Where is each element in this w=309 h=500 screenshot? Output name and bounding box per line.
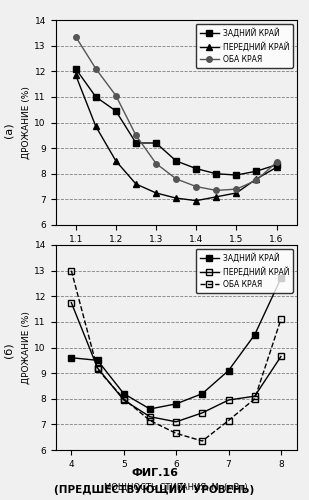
X-axis label: МОЩНОСТЬ СТИРАНИЯ, М  (мВт): МОЩНОСТЬ СТИРАНИЯ, М (мВт) — [104, 483, 248, 492]
ЗАДНИЙ КРАЙ — [148, 406, 152, 412]
Line: ОБА КРАЯ: ОБА КРАЯ — [69, 268, 284, 444]
Text: ФИГ.16: ФИГ.16 — [131, 468, 178, 477]
ОБА КРАЯ — [201, 438, 204, 444]
Line: ЗАДНИЙ КРАЙ: ЗАДНИЙ КРАЙ — [69, 276, 284, 412]
Text: (б): (б) — [3, 342, 13, 358]
ОБА КРАЯ — [214, 188, 218, 194]
ПЕРЕДНИЙ КРАЙ — [148, 414, 152, 420]
Y-axis label: ДРОЖАНИЕ (%): ДРОЖАНИЕ (%) — [21, 86, 30, 159]
ПЕРЕДНИЙ КРАЙ — [122, 397, 125, 403]
ПЕРЕДНИЙ КРАЙ — [214, 194, 218, 200]
ПЕРЕДНИЙ КРАЙ — [201, 410, 204, 416]
ОБА КРАЯ — [70, 268, 73, 274]
ПЕРЕДНИЙ КРАЙ — [70, 300, 73, 306]
ПЕРЕДНИЙ КРАЙ — [94, 124, 98, 130]
ЗАДНИЙ КРАЙ — [227, 368, 231, 374]
ОБА КРАЯ — [255, 177, 258, 183]
ЗАДНИЙ КРАЙ — [253, 332, 256, 338]
ПЕРЕДНИЙ КРАЙ — [134, 181, 138, 187]
ОБА КРАЯ — [114, 92, 118, 98]
ОБА КРАЯ — [275, 159, 278, 165]
ПЕРЕДНИЙ КРАЙ — [235, 190, 238, 196]
ПЕРЕДНИЙ КРАЙ — [279, 354, 283, 360]
Line: ПЕРЕДНИЙ КРАЙ: ПЕРЕДНИЙ КРАЙ — [73, 72, 279, 204]
Line: ПЕРЕДНИЙ КРАЙ: ПЕРЕДНИЙ КРАЙ — [69, 300, 284, 424]
ЗАДНИЙ КРАЙ — [70, 355, 73, 361]
ЗАДНИЙ КРАЙ — [94, 94, 98, 100]
ОБА КРАЯ — [194, 184, 198, 190]
Text: (ПРЕДШЕСТВУЮЩИЙ  УРОВЕНЬ): (ПРЕДШЕСТВУЮЩИЙ УРОВЕНЬ) — [54, 483, 255, 495]
ОБА КРАЯ — [253, 396, 256, 402]
ОБА КРАЯ — [174, 176, 178, 182]
ОБА КРАЯ — [134, 132, 138, 138]
ОБА КРАЯ — [122, 396, 125, 402]
Y-axis label: ДРОЖАНИЕ (%): ДРОЖАНИЕ (%) — [21, 311, 30, 384]
ОБА КРАЯ — [148, 418, 152, 424]
ОБА КРАЯ — [174, 430, 178, 436]
ЗАДНИЙ КРАЙ — [194, 166, 198, 172]
ЗАДНИЙ КРАЙ — [255, 168, 258, 174]
ЗАДНИЙ КРАЙ — [96, 358, 99, 364]
ЗАДНИЙ КРАЙ — [275, 162, 278, 168]
ОБА КРАЯ — [235, 186, 238, 192]
ЗАДНИЙ КРАЙ — [122, 390, 125, 396]
ПЕРЕДНИЙ КРАЙ — [255, 176, 258, 182]
ЗАДНИЙ КРАЙ — [174, 158, 178, 164]
ОБА КРАЯ — [74, 34, 78, 40]
Legend: ЗАДНИЙ КРАЙ, ПЕРЕДНИЙ КРАЙ, ОБА КРАЯ: ЗАДНИЙ КРАЙ, ПЕРЕДНИЙ КРАЙ, ОБА КРАЯ — [196, 24, 293, 68]
Line: ЗАДНИЙ КРАЙ: ЗАДНИЙ КРАЙ — [73, 66, 279, 178]
ЗАДНИЙ КРАЙ — [134, 140, 138, 146]
ОБА КРАЯ — [94, 66, 98, 71]
ЗАДНИЙ КРАЙ — [214, 171, 218, 177]
ПЕРЕДНИЙ КРАЙ — [174, 195, 178, 201]
ПЕРЕДНИЙ КРАЙ — [275, 164, 278, 170]
ЗАДНИЙ КРАЙ — [154, 140, 158, 146]
ЗАДНИЙ КРАЙ — [174, 401, 178, 407]
Text: (а): (а) — [3, 122, 13, 138]
ОБА КРАЯ — [154, 160, 158, 166]
ОБА КРАЯ — [96, 366, 99, 372]
ОБА КРАЯ — [227, 418, 231, 424]
ПЕРЕДНИЙ КРАЙ — [253, 393, 256, 399]
ПЕРЕДНИЙ КРАЙ — [96, 365, 99, 371]
ЗАДНИЙ КРАЙ — [114, 108, 118, 114]
ПЕРЕДНИЙ КРАЙ — [174, 419, 178, 425]
ПЕРЕДНИЙ КРАЙ — [227, 397, 231, 403]
Text: 3: 3 — [173, 274, 179, 283]
X-axis label: МОЩНОСТЬ ЗАПИСИ, М  (мВт): МОЩНОСТЬ ЗАПИСИ, М (мВт) — [110, 258, 243, 267]
ЗАДНИЙ КРАЙ — [74, 66, 78, 71]
ПЕРЕДНИЙ КРАЙ — [154, 190, 158, 196]
Text: e: e — [174, 499, 179, 500]
ЗАДНИЙ КРАЙ — [235, 172, 238, 178]
ПЕРЕДНИЙ КРАЙ — [114, 158, 118, 164]
ПЕРЕДНИЙ КРАЙ — [194, 198, 198, 203]
ОБА КРАЯ — [279, 316, 283, 322]
ПЕРЕДНИЙ КРАЙ — [74, 72, 78, 78]
ЗАДНИЙ КРАЙ — [279, 276, 283, 281]
Line: ОБА КРАЯ: ОБА КРАЯ — [73, 34, 279, 193]
ЗАДНИЙ КРАЙ — [201, 390, 204, 396]
Legend: ЗАДНИЙ КРАЙ, ПЕРЕДНИЙ КРАЙ, ОБА КРАЯ: ЗАДНИЙ КРАЙ, ПЕРЕДНИЙ КРАЙ, ОБА КРАЯ — [196, 249, 293, 293]
